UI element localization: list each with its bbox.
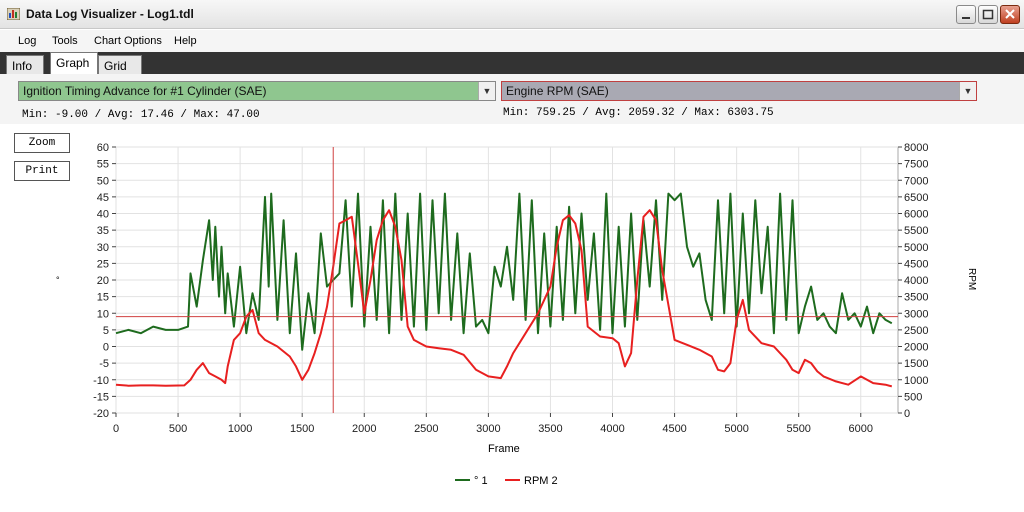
print-button[interactable]: Print <box>14 161 70 181</box>
window-title: Data Log Visualizer - Log1.tdl <box>26 7 194 21</box>
right-series-value: Engine RPM (SAE) <box>506 84 609 98</box>
minimize-button[interactable] <box>956 5 976 24</box>
tab-strip: Info Graph Grid <box>0 52 1024 74</box>
left-series-select[interactable]: Ignition Timing Advance for #1 Cylinder … <box>18 81 496 101</box>
menu-bar: Log Tools Chart Options Help <box>0 30 1024 52</box>
tab-info[interactable]: Info <box>6 55 44 74</box>
minimize-icon <box>962 17 970 19</box>
maximize-icon <box>982 9 994 20</box>
chevron-down-icon[interactable]: ▼ <box>959 82 976 100</box>
menu-chart-options[interactable]: Chart Options <box>94 35 162 47</box>
title-bar[interactable]: Data Log Visualizer - Log1.tdl <box>0 0 1024 29</box>
zoom-button[interactable]: Zoom <box>14 133 70 153</box>
left-series-stats: Min: -9.00 / Avg: 17.46 / Max: 47.00 <box>22 109 260 121</box>
left-series-value: Ignition Timing Advance for #1 Cylinder … <box>23 84 267 98</box>
tab-grid[interactable]: Grid <box>98 55 142 74</box>
menu-tools[interactable]: Tools <box>52 35 78 47</box>
right-series-select[interactable]: Engine RPM (SAE) ▼ <box>501 81 977 101</box>
close-icon <box>1005 9 1015 19</box>
maximize-button[interactable] <box>978 5 998 24</box>
close-button[interactable] <box>1000 5 1020 24</box>
menu-log[interactable]: Log <box>18 35 37 47</box>
app-icon <box>7 8 20 20</box>
menu-help[interactable]: Help <box>174 35 197 47</box>
tab-graph[interactable]: Graph <box>50 52 98 74</box>
graph-panel <box>0 74 1024 512</box>
chevron-down-icon[interactable]: ▼ <box>478 82 495 100</box>
right-series-stats: Min: 759.25 / Avg: 2059.32 / Max: 6303.7… <box>503 107 774 119</box>
